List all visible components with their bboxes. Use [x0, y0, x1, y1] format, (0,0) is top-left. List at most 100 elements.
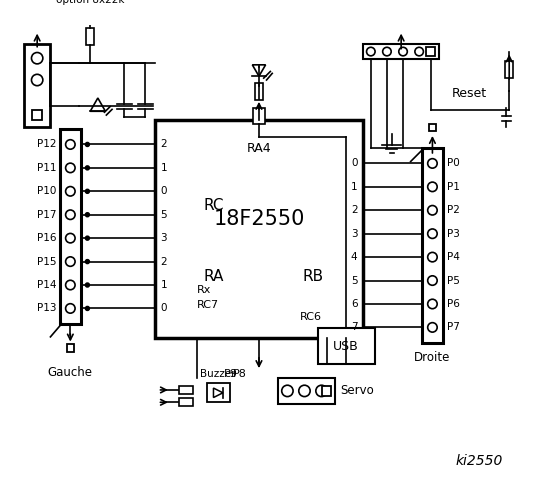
Text: option 8x22k: option 8x22k [56, 0, 124, 5]
Text: P2: P2 [447, 205, 460, 215]
Circle shape [66, 210, 75, 219]
Circle shape [427, 159, 437, 168]
Text: P14: P14 [36, 280, 56, 290]
Text: P8: P8 [233, 369, 247, 379]
Circle shape [86, 190, 89, 193]
Text: 5: 5 [351, 276, 358, 286]
Bar [429, 123, 436, 131]
Text: Servo: Servo [341, 384, 374, 397]
Circle shape [86, 307, 89, 311]
Bar [321, 386, 331, 396]
Text: P3: P3 [447, 228, 460, 239]
Text: Droite: Droite [414, 351, 451, 364]
Bar [505, 61, 513, 78]
Text: ki2550: ki2550 [455, 454, 503, 468]
Circle shape [66, 163, 75, 173]
Text: Gauche: Gauche [48, 366, 93, 379]
Circle shape [281, 385, 293, 396]
Text: P15: P15 [36, 257, 56, 266]
Circle shape [399, 48, 408, 56]
Bar [253, 108, 265, 123]
Text: 0: 0 [160, 303, 167, 313]
Text: 18F2550: 18F2550 [213, 209, 305, 229]
Circle shape [427, 299, 437, 309]
Circle shape [316, 385, 327, 396]
Text: P5: P5 [447, 276, 460, 286]
Text: RC7: RC7 [197, 300, 220, 310]
Text: P11: P11 [36, 163, 56, 173]
Text: RA: RA [204, 269, 225, 284]
Bar [66, 345, 74, 352]
Text: USB: USB [333, 340, 359, 353]
Circle shape [427, 323, 437, 332]
Bar [255, 83, 263, 100]
Text: Reset: Reset [452, 87, 487, 100]
Text: P16: P16 [36, 233, 56, 243]
Bar [426, 47, 435, 56]
Circle shape [66, 304, 75, 313]
Text: P1: P1 [447, 182, 460, 192]
Circle shape [299, 385, 310, 396]
Circle shape [383, 48, 391, 56]
Text: 2: 2 [160, 257, 167, 266]
Circle shape [66, 187, 75, 196]
Circle shape [427, 182, 437, 192]
Text: P0: P0 [447, 158, 460, 168]
Circle shape [86, 143, 89, 146]
Circle shape [86, 213, 89, 216]
Circle shape [86, 166, 89, 170]
Text: 2: 2 [160, 140, 167, 149]
Circle shape [86, 283, 89, 287]
Bar [207, 384, 229, 402]
Text: 6: 6 [351, 299, 358, 309]
Text: Rx: Rx [197, 286, 212, 295]
Circle shape [66, 140, 75, 149]
Circle shape [66, 233, 75, 243]
Circle shape [427, 276, 437, 285]
Text: 3: 3 [160, 233, 167, 243]
Bar [86, 28, 94, 45]
Text: P13: P13 [36, 303, 56, 313]
Bar [33, 110, 42, 120]
Circle shape [66, 280, 75, 290]
Text: 1: 1 [160, 163, 167, 173]
Circle shape [415, 48, 424, 56]
Bar [60, 129, 81, 324]
Circle shape [66, 257, 75, 266]
Text: RC: RC [204, 198, 225, 213]
Text: P17: P17 [36, 210, 56, 220]
Circle shape [427, 252, 437, 262]
Text: 4: 4 [351, 252, 358, 262]
Bar [24, 44, 50, 127]
Text: 7: 7 [351, 323, 358, 332]
Circle shape [427, 229, 437, 239]
Bar [278, 378, 335, 404]
Circle shape [32, 52, 43, 64]
Text: RA4: RA4 [247, 142, 272, 155]
Text: Buzzer: Buzzer [200, 369, 236, 379]
Text: 0: 0 [351, 158, 358, 168]
Text: P4: P4 [447, 252, 460, 262]
Bar [363, 44, 439, 59]
Circle shape [32, 74, 43, 86]
Circle shape [427, 205, 437, 215]
Text: P10: P10 [36, 186, 56, 196]
Bar [155, 120, 363, 338]
Circle shape [86, 260, 89, 264]
Text: P9: P9 [223, 369, 237, 379]
Circle shape [367, 48, 375, 56]
Circle shape [86, 236, 89, 240]
Text: 3: 3 [351, 228, 358, 239]
Text: 1: 1 [160, 280, 167, 290]
Text: P7: P7 [447, 323, 460, 332]
Text: 1: 1 [351, 182, 358, 192]
Text: RB: RB [302, 269, 324, 284]
Text: P12: P12 [36, 140, 56, 149]
Bar [318, 328, 374, 364]
Bar [179, 386, 192, 394]
Text: 5: 5 [160, 210, 167, 220]
Bar [422, 148, 443, 343]
Text: 2: 2 [351, 205, 358, 215]
Text: 0: 0 [160, 186, 167, 196]
Text: RC6: RC6 [300, 312, 322, 322]
